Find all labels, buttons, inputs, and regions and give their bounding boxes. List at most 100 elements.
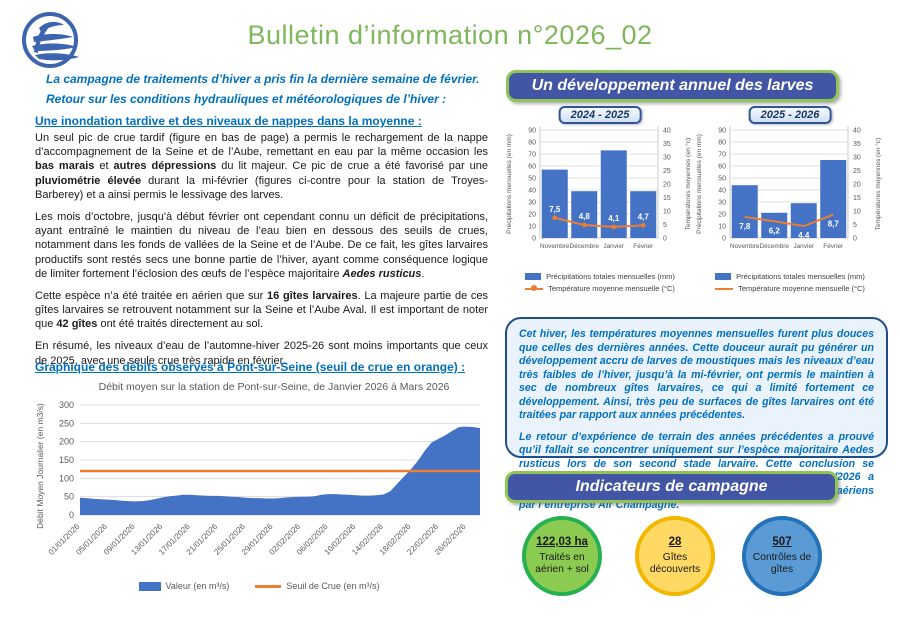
organization-wave-logo (20, 6, 82, 72)
precipitation-bar (820, 160, 847, 238)
right-axis-title: Températures moyennes (en °c) (874, 138, 882, 231)
paragraph: Cette espèce n’a été traitée en aérien q… (35, 289, 488, 331)
indicators-banner-label: Indicateurs de campagne (575, 478, 768, 495)
bar-line-chart-2025-2026: 0 10 20 30 40 50 60 70 80 90 0 5 10 15 20 25 30 35 40 Novem… (696, 126, 882, 250)
left-tick-label: 80 (718, 140, 726, 147)
right-tick-label: 0 (663, 236, 667, 243)
temperature-value-label: 4,1 (608, 214, 620, 223)
temperature-marker (640, 222, 646, 228)
right-tick-label: 15 (853, 195, 861, 202)
precipitation-bar (600, 150, 627, 238)
right-tick-label: 40 (663, 128, 671, 135)
left-tick-label: 60 (718, 164, 726, 171)
temperature-value-label: 4,4 (798, 231, 810, 240)
orange-line-swatch (525, 285, 544, 291)
paragraph: Les mois d’octobre, jusqu'à début févrie… (35, 210, 488, 280)
right-tick-label: 40 (853, 128, 861, 135)
chart-year-label: 2025 - 2026 (748, 106, 832, 124)
temperature-marker (552, 215, 558, 221)
left-tick-label: 60 (528, 164, 536, 171)
precip-chart-2025-2026: 2025 - 2026 0 10 20 30 40 50 60 70 80 90 0 5 10 15 20 2… (694, 106, 886, 306)
temperature-value-label: 7,5 (549, 205, 561, 214)
debit-area-chart: 05010015020025030001/01/202605/01/202609… (47, 400, 480, 557)
indicator-treated-area: 122,03 ha Traités en aérien + sol (522, 516, 602, 596)
temperature-line (554, 216, 644, 228)
legend-label: Valeur (en m³/s) (165, 581, 230, 591)
left-tick-label: 0 (722, 236, 726, 243)
legend-label: Température moyenne mensuelle (°C) (548, 284, 675, 293)
indicators-section-banner: Indicateurs de campagne (505, 471, 838, 503)
orange-line-swatch (255, 584, 282, 588)
left-tick-label: 20 (528, 212, 536, 219)
category-label: Décembre (760, 243, 790, 250)
orange-line-swatch (715, 287, 734, 290)
mini-chart-legend: Précipitations totales mensuelles (mm) T… (694, 272, 886, 296)
debit-chart-legend: Valeur (en m³/s) Seuil de Crue (en m³/s) (28, 581, 490, 591)
y-tick-label: 300 (59, 400, 74, 410)
indicator-sites-discovered: 28 Gîtes découverts (635, 516, 715, 596)
category-label: Novembre (540, 243, 570, 250)
category-label: Novembre (730, 243, 760, 250)
indicator-site-controls: 507 Contrôles de gîtes (742, 516, 822, 596)
paragraph: En résumé, les niveaux d’eau de l’automn… (35, 340, 488, 367)
y-tick-label: 250 (59, 418, 74, 428)
right-tick-label: 5 (853, 222, 857, 229)
precipitation-bar (790, 203, 817, 238)
legend-label: Précipitations totales mensuelles (mm) (546, 272, 675, 281)
right-tick-label: 10 (663, 209, 671, 216)
indicator-label: Gîtes découverts (649, 551, 701, 575)
indicator-value: 122,03 ha (536, 535, 588, 548)
category-label: Janvier (603, 243, 624, 250)
precipitation-bar (571, 191, 598, 238)
legend-item-seuil: Seuil de Crue (en m³/s) (255, 581, 379, 591)
larves-section-banner: Un développement annuel des larves (506, 70, 839, 102)
indicator-value: 28 (668, 535, 682, 548)
left-tick-label: 90 (528, 128, 536, 135)
category-label: Décembre (570, 243, 600, 250)
legend-label: Seuil de Crue (en m³/s) (286, 581, 380, 591)
category-label: Janvier (793, 243, 814, 250)
paragraph: Un seul pic de crue tardif (figure en ba… (35, 132, 489, 201)
right-tick-label: 35 (663, 141, 671, 148)
right-tick-label: 25 (853, 168, 861, 175)
temperature-value-label: 6,2 (769, 226, 781, 235)
left-tick-label: 20 (718, 212, 726, 219)
y-tick-label: 50 (64, 492, 74, 502)
precip-chart-2024-2025: 2024 - 2025 0 10 20 30 40 50 60 70 80 90 0 5 10 15 20 2… (504, 106, 696, 306)
left-tick-label: 30 (718, 200, 726, 207)
intro-line-2: Retour sur les conditions hydrauliques e… (46, 92, 447, 106)
right-tick-label: 10 (853, 209, 861, 216)
indicator-label: Traités en aérien + sol (535, 551, 589, 575)
right-tick-label: 20 (853, 182, 861, 189)
larves-banner-label: Un développement annuel des larves (531, 77, 814, 94)
temperature-line (744, 213, 834, 228)
flood-section-body: Un seul pic de crue tardif (figure en ba… (35, 131, 488, 376)
intro-line-1: La campagne de traitements d’hiver a pri… (46, 72, 480, 86)
left-tick-label: 70 (528, 152, 536, 159)
left-tick-label: 50 (718, 176, 726, 183)
temperature-value-label: 4,8 (579, 212, 591, 221)
indicator-label: Contrôles de gîtes (752, 551, 812, 575)
y-tick-label: 0 (69, 510, 74, 520)
legend-item-temperature: Température moyenne mensuelle (°C) (694, 284, 886, 293)
precipitation-bar (731, 185, 758, 238)
right-axis-title: Températures moyennes (en °c) (684, 138, 692, 231)
right-tick-label: 30 (663, 155, 671, 162)
precipitation-bar (761, 212, 788, 238)
left-axis-title: Précipitations mensuelles (en mm) (506, 134, 513, 234)
legend-item-valeur: Valeur (en m³/s) (138, 581, 230, 591)
left-tick-label: 80 (528, 140, 536, 147)
bar-line-chart-2024-2025: 0 10 20 30 40 50 60 70 80 90 0 5 10 15 20 25 30 35 40 Novem… (506, 126, 692, 250)
legend-item-temperature: Température moyenne mensuelle (°C) (504, 284, 696, 293)
winter-summary-box: Cet hiver, les températures moyennes men… (505, 317, 888, 511)
right-tick-label: 5 (663, 222, 667, 229)
right-tick-label: 30 (853, 155, 861, 162)
left-tick-label: 90 (718, 128, 726, 135)
wave-logo-icon (22, 12, 79, 68)
y-tick-label: 150 (59, 455, 74, 465)
left-axis-title: Précipitations mensuelles (en mm) (696, 134, 703, 234)
chart-year-label: 2024 - 2025 (558, 106, 642, 124)
blue-bar-swatch (715, 273, 732, 280)
blue-area-swatch (138, 581, 161, 591)
